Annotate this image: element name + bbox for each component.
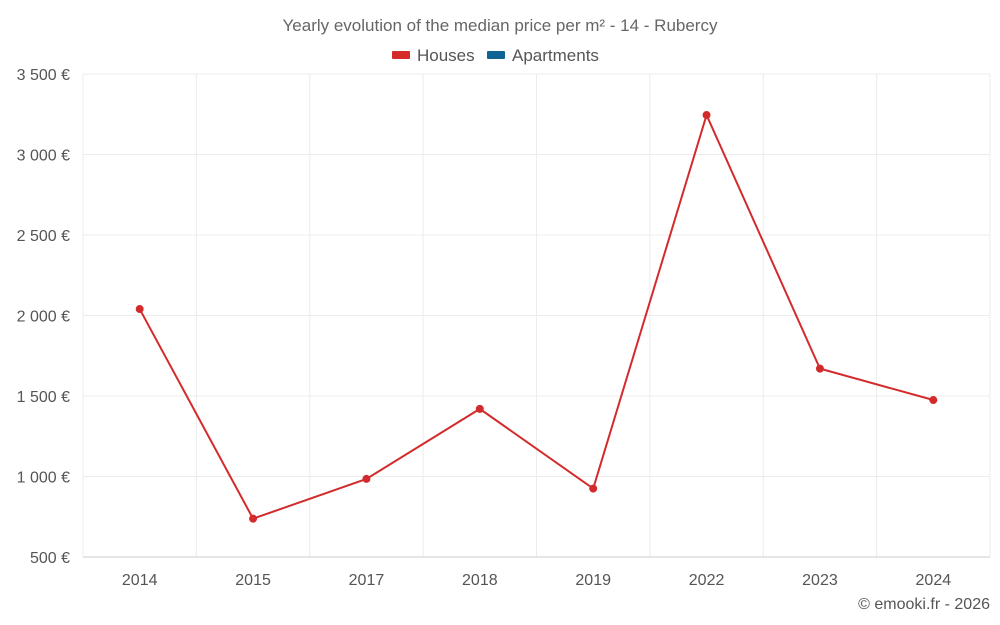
data-point-houses-2024[interactable]	[929, 396, 938, 405]
x-tick-label: 2024	[916, 572, 952, 589]
legend-item-apartments[interactable]: Apartments	[487, 46, 599, 65]
x-tick-label: 2019	[575, 572, 611, 589]
legend-item-houses[interactable]: Houses	[392, 46, 475, 65]
chart-title: Yearly evolution of the median price per…	[283, 16, 718, 35]
credit: © emooki.fr - 2026	[858, 596, 990, 613]
legend-label-houses: Houses	[417, 46, 475, 65]
y-tick-label: 2 000 €	[17, 309, 70, 326]
y-tick-label: 1 500 €	[17, 389, 70, 406]
y-tick-label: 500 €	[30, 550, 70, 567]
y-tick-label: 2 500 €	[17, 228, 70, 245]
y-tick-label: 1 000 €	[17, 470, 70, 487]
data-point-houses-2018[interactable]	[475, 404, 484, 413]
x-tick-label: 2023	[802, 572, 838, 589]
legend-swatch-houses	[392, 51, 410, 59]
y-axis: 500 € 1 000 € 1 500 € 2 000 € 2 500 € 3 000 €…	[17, 67, 70, 567]
data-point-houses-2022[interactable]	[702, 111, 711, 120]
legend-label-apartments: Apartments	[512, 46, 599, 65]
data-point-houses-2023[interactable]	[815, 364, 824, 373]
x-axis: 2014 2015 2017 2018 2019 2022 2023 2024	[122, 572, 951, 589]
legend: Houses Apartments	[392, 46, 599, 65]
data-point-houses-2015[interactable]	[249, 514, 258, 523]
y-tick-label: 3 500 €	[17, 67, 70, 84]
series-houses	[135, 111, 938, 523]
series-line-houses	[138, 114, 934, 520]
x-tick-label: 2018	[462, 572, 498, 589]
x-tick-label: 2015	[235, 572, 271, 589]
x-tick-label: 2014	[122, 572, 158, 589]
y-tick-label: 3 000 €	[17, 148, 70, 165]
data-point-houses-2019[interactable]	[589, 484, 598, 493]
x-tick-label: 2017	[349, 572, 385, 589]
data-point-houses-2014[interactable]	[135, 305, 144, 314]
data-point-houses-2017[interactable]	[362, 474, 371, 483]
x-gridlines	[82, 74, 991, 557]
x-tick-label: 2022	[689, 572, 725, 589]
legend-swatch-apartments	[487, 51, 505, 59]
